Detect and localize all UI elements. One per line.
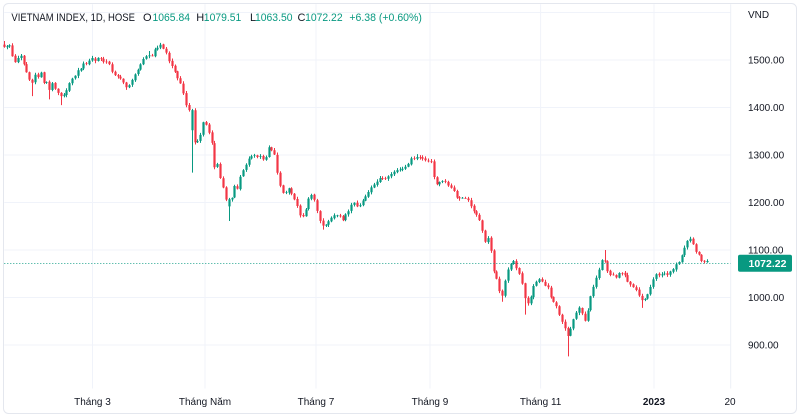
svg-text:2023: 2023 [643,397,666,408]
svg-text:Tháng 7: Tháng 7 [298,397,335,408]
svg-text:1065.84: 1065.84 [153,12,191,24]
svg-text:Tháng 3: Tháng 3 [74,397,111,408]
svg-text:1072.22: 1072.22 [305,12,343,24]
svg-text:1400.00: 1400.00 [748,103,785,114]
svg-text:1000.00: 1000.00 [748,293,785,304]
svg-text:1200.00: 1200.00 [748,198,785,209]
svg-text:20: 20 [724,397,736,408]
svg-text:1300.00: 1300.00 [748,151,785,162]
svg-text:VND: VND [748,10,769,21]
svg-text:Tháng Năm: Tháng Năm [179,397,231,408]
svg-text:C: C [298,12,306,24]
svg-text:H: H [196,12,204,24]
svg-text:L: L [250,12,256,24]
svg-text:900.00: 900.00 [748,341,779,352]
svg-text:O: O [143,12,152,24]
svg-text:VIETNAM INDEX, 1D, HOSE: VIETNAM INDEX, 1D, HOSE [11,12,135,24]
svg-text:1072.22: 1072.22 [749,258,787,270]
svg-text:1100.00: 1100.00 [748,246,784,257]
svg-text:+6.38 (+0.60%): +6.38 (+0.60%) [349,12,422,24]
svg-text:Tháng 9: Tháng 9 [412,397,449,408]
svg-text:1079.51: 1079.51 [204,12,242,24]
svg-text:1063.50: 1063.50 [255,12,293,24]
svg-text:1500.00: 1500.00 [748,56,785,67]
svg-text:Tháng 11: Tháng 11 [520,397,562,408]
